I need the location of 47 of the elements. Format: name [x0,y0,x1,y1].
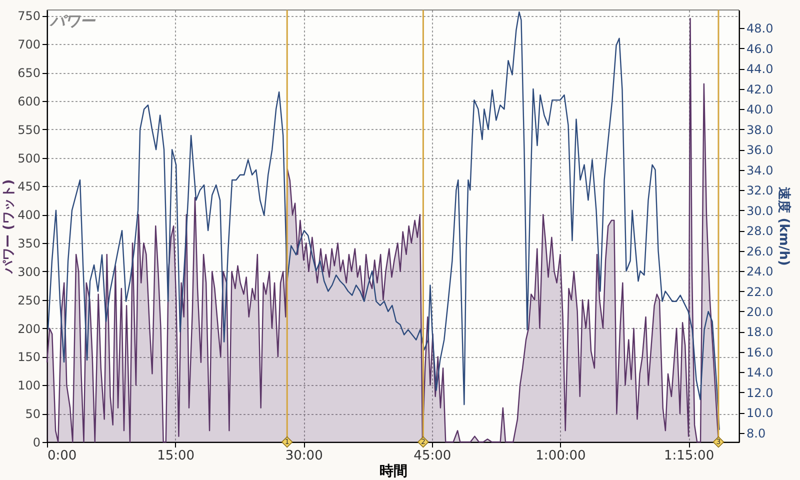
y-tick-label: 650 [18,66,40,80]
x-tick-label: 15:00 [157,448,195,464]
y-axis-title: パワー (ワット) [2,179,17,275]
y2-tick-label: 32.0 [746,184,774,198]
y-tick-label: 500 [18,151,40,166]
y2-tick-label: 30.0 [746,204,774,218]
y2-tick-label: 40.0 [746,102,774,117]
y2-tick-label: 18.0 [746,325,774,340]
x-tick-label: 1:00:00 [536,448,586,464]
y2-tick-label: 38.0 [746,122,774,137]
y2-tick-label: 16.0 [746,345,774,360]
y2-tick-label: 28.0 [746,224,774,238]
chart-title: パワー [49,12,96,30]
y2-axis-title: 速度 (km/h) [776,187,792,266]
y-tick-label: 300 [18,264,40,279]
y2-tick-label: 36.0 [746,143,774,158]
y2-tick-label: 24.0 [746,264,774,279]
y-tick-label: 0 [32,436,40,450]
y2-tick-label: 14.0 [746,366,774,380]
x-axis-title: 時間 [380,464,408,480]
y-tick-label: 200 [18,322,40,336]
y2-tick-label: 34.0 [746,163,774,178]
x-tick-label: 1:15:00 [664,448,714,464]
y-tick-label: 50 [25,407,40,422]
y2-tick-label: 44.0 [746,62,774,76]
y-tick-label: 350 [18,236,40,251]
y2-tick-label: 48.0 [746,22,774,36]
y-tick-label: 550 [18,122,40,137]
y2-tick-label: 8.0 [746,426,766,440]
y-tick-label: 150 [18,350,40,364]
y2-tick-label: 12.0 [746,386,774,400]
y2-tick-label: 10.0 [746,406,774,420]
x-tick-label: 0:00 [48,448,77,464]
y-tick-label: 600 [18,94,40,108]
y2-tick-label: 46.0 [746,42,774,56]
y-tick-label: 750 [18,9,40,24]
y2-tick-label: 22.0 [746,284,774,299]
y-tick-label: 400 [18,208,40,222]
y-tick-label: 100 [18,378,40,393]
x-tick-label: 30:00 [285,448,323,464]
y-tick-label: 450 [18,180,40,194]
x-tick-label: 45:00 [414,448,452,464]
y2-tick-label: 42.0 [746,82,774,96]
y2-tick-label: 26.0 [746,244,774,258]
y2-tick-label: 20.0 [746,304,774,319]
y-tick-label: 700 [18,38,40,52]
y-tick-label: 250 [18,293,40,308]
